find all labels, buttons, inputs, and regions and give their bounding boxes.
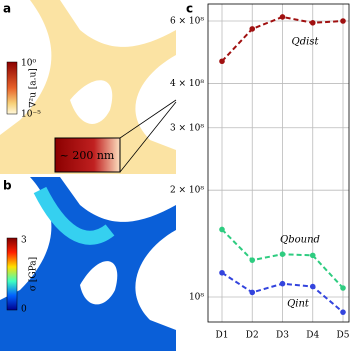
y-tick-label: 3 × 10⁸ bbox=[170, 123, 204, 133]
panel-b: b 3 0 σ [GPa] bbox=[0, 177, 176, 351]
panel-a: a 10⁰ 10⁻⁵ ∇²u [a.u] ~ 200 nm bbox=[0, 0, 177, 174]
y-tick-label: 6 × 10⁸ bbox=[170, 16, 204, 26]
point bbox=[340, 18, 346, 24]
x-tick-label: D3 bbox=[276, 331, 289, 341]
colorbar-top: 3 bbox=[21, 236, 27, 246]
point bbox=[279, 280, 286, 287]
void bbox=[60, 177, 176, 222]
y-tick-label: 10⁸ bbox=[189, 292, 204, 302]
stress-band bbox=[33, 186, 115, 245]
point bbox=[279, 251, 286, 258]
series-label: Qdist bbox=[292, 37, 320, 48]
point bbox=[309, 283, 316, 290]
panel-label: b bbox=[3, 179, 12, 193]
point bbox=[309, 252, 316, 259]
x-tick-label: D1 bbox=[216, 331, 229, 341]
point bbox=[219, 226, 225, 233]
point bbox=[340, 285, 346, 291]
void bbox=[60, 0, 176, 47]
inset bbox=[54, 137, 121, 173]
point bbox=[249, 289, 256, 296]
colorbar-bottom: 0 bbox=[21, 305, 27, 315]
point bbox=[219, 58, 225, 65]
void bbox=[80, 261, 118, 305]
point bbox=[219, 269, 225, 276]
x-tick-label: D2 bbox=[246, 331, 259, 341]
x-tick-label: D4 bbox=[306, 331, 319, 341]
chart: 10⁸ 2 × 10⁸ 3 × 10⁸ 4 × 10⁸ 6 × 10⁸ D1 D2 D3 D4 D… bbox=[170, 3, 350, 341]
zoom-line bbox=[119, 99, 177, 139]
colorbar bbox=[6, 237, 18, 311]
point bbox=[249, 26, 256, 32]
panel-label: a bbox=[3, 2, 11, 16]
y-tick-label: 4 × 10⁸ bbox=[170, 79, 204, 89]
series-label: Qint bbox=[287, 299, 310, 310]
void bbox=[70, 80, 113, 124]
void bbox=[135, 55, 176, 150]
colorbar-title: ∇²u [a.u] bbox=[29, 68, 39, 108]
colorbar-bottom: 10⁻⁵ bbox=[21, 110, 41, 120]
point bbox=[249, 257, 256, 263]
scale-label: ~ 200 nm bbox=[60, 149, 115, 162]
point bbox=[279, 14, 286, 20]
zoom-line bbox=[119, 101, 177, 173]
point bbox=[309, 20, 316, 26]
colorbar-title: σ [GPa] bbox=[29, 257, 39, 291]
colorbar-top: 10⁰ bbox=[21, 59, 36, 69]
colorbar bbox=[6, 61, 18, 115]
x-tick-label: D5 bbox=[337, 331, 350, 341]
series-label: Qbound bbox=[280, 235, 320, 246]
point bbox=[340, 309, 346, 315]
panel-label: c bbox=[186, 2, 193, 16]
void bbox=[135, 230, 176, 330]
y-tick-label: 2 × 10⁸ bbox=[170, 186, 204, 196]
plot-frame bbox=[207, 3, 350, 323]
